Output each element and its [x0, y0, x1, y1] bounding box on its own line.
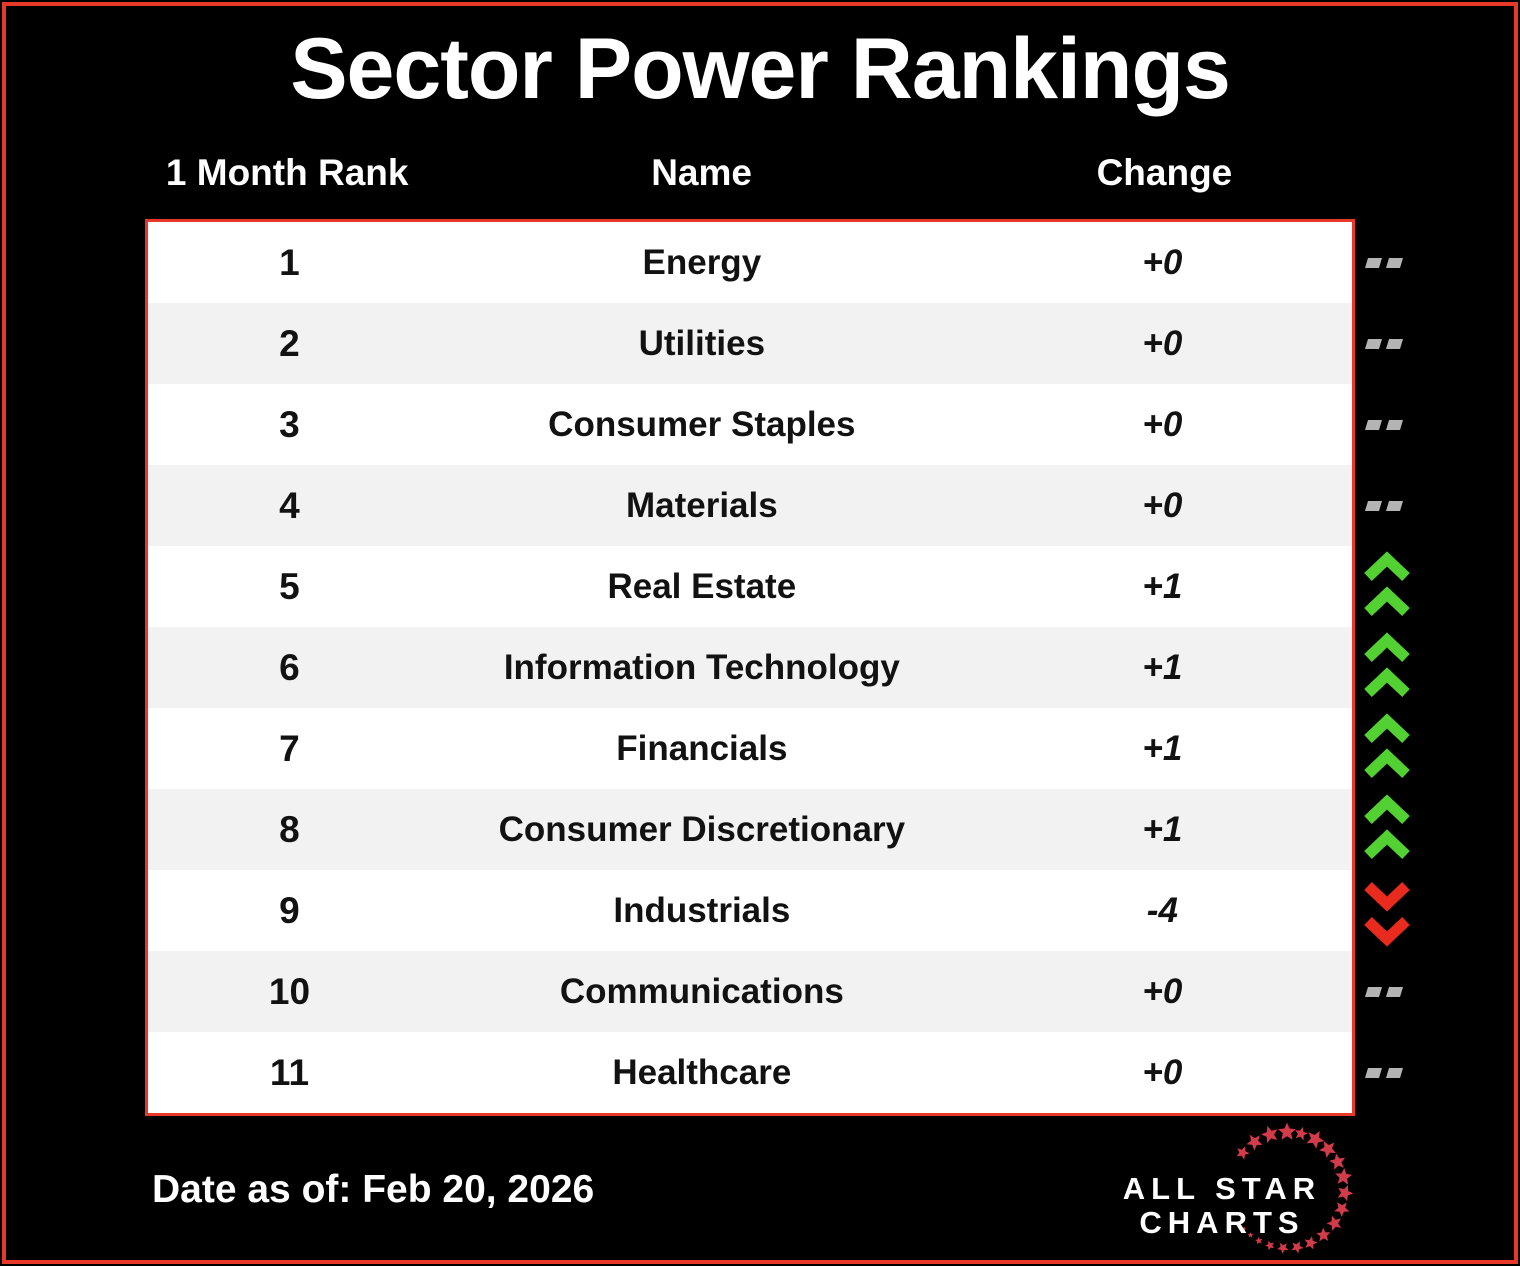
name-cell: Energy [642, 242, 762, 282]
star-icon [1241, 1226, 1247, 1232]
column-header-rank: 1 Month Rank [165, 152, 409, 193]
indicator-strip [1363, 222, 1417, 1113]
name-cell: Healthcare [612, 1052, 792, 1092]
table-row: 3 Consumer Staples +0 [148, 384, 1352, 465]
rankings-table: 1 Energy +0 2 Utilities +0 3 Consumer Staples +0… [145, 219, 1355, 1116]
name-cell: Real Estate [607, 566, 797, 606]
change-cell: +1 [1142, 809, 1183, 849]
table-row: 1 Energy +0 [148, 222, 1352, 303]
up-arrows-icon [1363, 789, 1417, 870]
star-icon [1337, 1185, 1354, 1202]
star-icon [1334, 1202, 1350, 1217]
rank-cell: 4 [279, 484, 300, 526]
star-icon [1326, 1215, 1342, 1231]
table-row: 10 Communications +0 [148, 951, 1352, 1032]
column-header-change: Change [1096, 152, 1233, 193]
rank-cell: 11 [269, 1051, 310, 1093]
name-cell: Industrials [613, 890, 791, 930]
no-change-icon [1363, 303, 1417, 384]
table-row: 9 Industrials -4 [148, 870, 1352, 951]
table-row: 7 Financials +1 [148, 708, 1352, 789]
no-change-icon [1363, 384, 1417, 465]
star-icon [1265, 1240, 1275, 1251]
change-cell: +1 [1142, 647, 1183, 687]
change-cell: +0 [1142, 971, 1183, 1011]
star-icon [1316, 1227, 1331, 1242]
rank-cell: 1 [279, 241, 300, 283]
logo-text-line2: CHARTS [1139, 1205, 1304, 1240]
name-cell: Financials [616, 728, 788, 768]
no-change-icon [1363, 222, 1417, 303]
star-icon [1329, 1153, 1346, 1170]
rank-cell: 2 [279, 322, 300, 364]
name-cell: Materials [625, 485, 778, 525]
change-cell: +0 [1142, 1052, 1183, 1092]
rank-cell: 5 [279, 565, 300, 607]
name-cell: Utilities [638, 323, 766, 363]
change-cell: +0 [1142, 323, 1183, 363]
up-arrows-icon [1363, 627, 1417, 708]
star-icon [1304, 1236, 1318, 1250]
table-row: 5 Real Estate +1 [148, 546, 1352, 627]
star-icon [1246, 1134, 1263, 1151]
table-row: 6 Information Technology +1 [148, 627, 1352, 708]
star-icon [1278, 1122, 1296, 1140]
change-cell: +0 [1142, 485, 1183, 525]
column-header-name: Name [651, 152, 752, 193]
rank-cell: 6 [279, 646, 300, 688]
rank-cell: 8 [279, 808, 300, 850]
change-cell: +0 [1142, 242, 1183, 282]
no-change-icon [1363, 951, 1417, 1032]
name-cell: Consumer Staples [548, 404, 856, 444]
table-row: 8 Consumer Discretionary +1 [148, 789, 1352, 870]
change-cell: +1 [1142, 566, 1183, 606]
table-row: 2 Utilities +0 [148, 303, 1352, 384]
star-icon [1335, 1168, 1353, 1185]
star-icon [1295, 1126, 1308, 1141]
change-cell: +0 [1142, 404, 1183, 444]
rank-cell: 7 [279, 727, 300, 769]
rank-cell: 10 [268, 970, 311, 1012]
no-change-icon [1363, 1032, 1417, 1113]
up-arrows-icon [1363, 708, 1417, 789]
table-row: 4 Materials +0 [148, 465, 1352, 546]
star-icon [1237, 1220, 1241, 1225]
table-header: 1 Month Rank Name Change [145, 152, 1355, 194]
star-icon [1319, 1141, 1336, 1158]
star-icon [1255, 1236, 1263, 1245]
page-title: Sector Power Rankings [290, 21, 1231, 117]
name-cell: Communications [559, 971, 844, 1011]
star-icon [1291, 1241, 1304, 1254]
star-icon [1247, 1232, 1254, 1238]
name-cell: Consumer Discretionary [498, 809, 906, 849]
star-icon [1306, 1131, 1325, 1149]
change-cell: -4 [1146, 890, 1178, 930]
star-icon [1277, 1242, 1289, 1254]
logo-star-ring-icon [1236, 1122, 1354, 1254]
table-row: 11 Healthcare +0 [148, 1032, 1352, 1113]
up-arrows-icon [1363, 546, 1417, 627]
star-icon [1236, 1146, 1250, 1160]
no-change-icon [1363, 465, 1417, 546]
rank-cell: 3 [279, 403, 300, 445]
name-cell: Information Technology [503, 647, 900, 687]
star-icon [1261, 1125, 1278, 1143]
logo-text-line1: ALL STAR [1123, 1171, 1321, 1206]
down-arrows-icon [1363, 870, 1417, 951]
rank-cell: 9 [279, 889, 300, 931]
change-cell: +1 [1142, 728, 1183, 768]
date-label: Date as of: Feb 20, 2026 [152, 1168, 595, 1211]
allstarcharts-logo: ALL STAR CHARTS [1123, 1122, 1354, 1254]
